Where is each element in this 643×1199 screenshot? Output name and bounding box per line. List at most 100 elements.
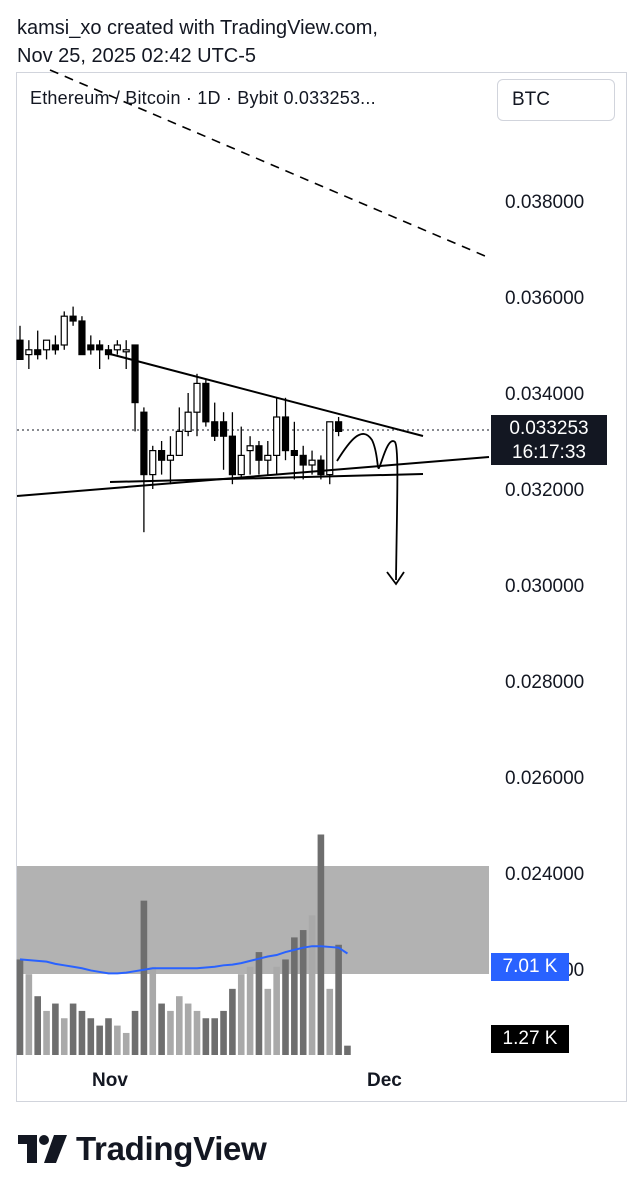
candle-body: [335, 421, 343, 432]
volume-bar: [122, 1032, 130, 1055]
candle-body: [228, 435, 236, 476]
volume-bar: [167, 1010, 174, 1055]
volume-bar: [96, 1025, 103, 1055]
volume-bar: [255, 952, 263, 1055]
arrow-head: [386, 571, 405, 586]
volume-bar: [211, 1018, 218, 1055]
volume-bar: [193, 1010, 201, 1055]
candle: [299, 445, 307, 480]
candle: [96, 340, 104, 369]
volume-bar: [176, 996, 183, 1055]
candle-body: [273, 416, 281, 457]
volume-bar: [291, 937, 298, 1055]
candle: [317, 455, 325, 480]
candle: [290, 421, 298, 480]
volume-ma-tag: 7.01 K: [491, 953, 569, 981]
symbol-info[interactable]: Ethereum / Bitcoin · 1D · Bybit 0.033253…: [30, 88, 376, 108]
volume-bar: [131, 1010, 139, 1055]
volume-bar: [335, 944, 342, 1055]
volume-bar: [229, 988, 236, 1055]
candle: [255, 441, 263, 475]
candle-body: [87, 344, 95, 351]
volume-bar: [237, 974, 245, 1055]
candle-body: [42, 339, 51, 351]
currency-button[interactable]: BTC: [497, 79, 615, 121]
author-line: kamsi_xo created with TradingView.com,: [17, 17, 378, 39]
candle-body: [281, 416, 290, 452]
candle: [113, 340, 121, 355]
candle: [51, 335, 60, 355]
volume-bar: [69, 1003, 77, 1055]
candle-body: [166, 454, 175, 461]
candle: [193, 373, 201, 437]
candle: [335, 417, 343, 437]
candle-body: [246, 445, 254, 452]
price-tick-label: 0.030000: [505, 576, 584, 597]
candle: [308, 450, 316, 475]
candle-body: [317, 459, 325, 476]
triangle-resistance-line: [109, 353, 424, 437]
candle-body: [122, 349, 130, 353]
price-value: 0.033253: [509, 418, 589, 439]
candle: [202, 378, 210, 427]
candle-body: [34, 349, 42, 356]
candle-body: [175, 430, 183, 456]
price-tick-label: 0.028000: [505, 672, 584, 693]
candle: [69, 306, 77, 326]
volume-bar: [52, 1003, 59, 1055]
candle-body: [69, 315, 77, 322]
candle-body: [264, 454, 272, 461]
candle-body: [299, 454, 307, 466]
candle: [228, 412, 236, 485]
candle: [149, 445, 157, 489]
candle: [219, 412, 228, 470]
candle-body: [25, 349, 33, 356]
tradingview-logo-icon: [18, 1135, 67, 1163]
volume-bar: [184, 1003, 192, 1055]
volume-bar: [202, 1018, 210, 1055]
candle: [273, 397, 281, 475]
volume-bar: [34, 996, 41, 1055]
candle: [184, 393, 192, 437]
volume-bar: [220, 1010, 227, 1055]
chart-header: kamsi_xo created with TradingView.com, N…: [17, 14, 378, 70]
candle-body: [193, 382, 201, 413]
candle: [326, 421, 334, 485]
volume-bar: [149, 966, 157, 1055]
volume-bar: [43, 1010, 50, 1055]
candle-body: [290, 450, 298, 457]
candle: [246, 436, 254, 475]
volume-bar: [16, 959, 24, 1055]
candle: [264, 441, 272, 475]
candle-body: [140, 411, 148, 476]
candle-body: [237, 454, 245, 476]
candle-body: [158, 450, 166, 461]
volume-bar: [105, 1018, 112, 1055]
candle-body: [78, 320, 86, 356]
price-tick-label: 0.038000: [505, 192, 584, 213]
candle-body: [255, 445, 263, 461]
candle-body: [131, 344, 139, 404]
candle-body: [308, 459, 316, 466]
volume-bar: [60, 1018, 68, 1055]
volume-bar: [317, 834, 325, 1055]
price-tick-label: 0.032000: [505, 480, 584, 501]
candle-body: [211, 421, 219, 437]
candles-group: [16, 306, 343, 533]
candle: [34, 330, 42, 360]
candle: [166, 436, 175, 485]
candle-body: [16, 339, 24, 361]
candle: [211, 402, 219, 441]
volume-bars: [16, 834, 351, 1055]
volume-bar: [87, 1018, 95, 1055]
tradingview-wordmark: TradingView: [76, 1130, 267, 1167]
candle: [42, 339, 51, 360]
volume-bar: [78, 1010, 86, 1055]
volume-bar: [140, 900, 148, 1055]
candle: [131, 344, 139, 432]
volume-current-tag: 1.27 K: [491, 1025, 569, 1053]
projection-path: [336, 433, 399, 581]
price-tick-label: 0.024000: [505, 864, 584, 885]
volume-bar: [114, 1025, 121, 1055]
candle-body: [326, 421, 334, 476]
